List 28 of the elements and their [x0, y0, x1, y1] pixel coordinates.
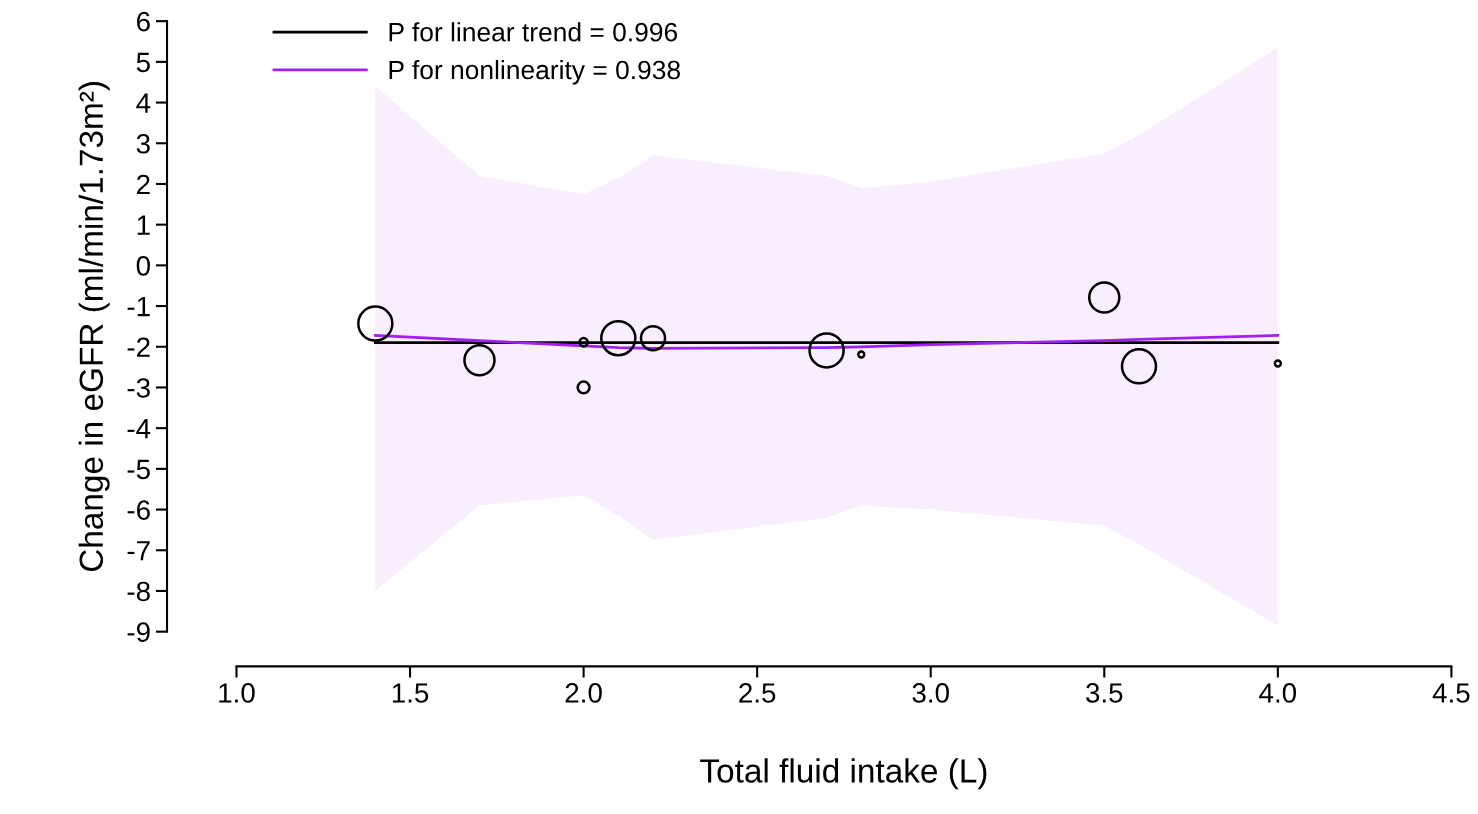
y-tick-label: -6 — [127, 500, 150, 520]
y-tick-label: -5 — [127, 459, 150, 480]
x-tick-label: 4.5 — [1432, 683, 1470, 703]
y-axis-title: Change in eGFR (ml/min/1.73m²) — [78, 82, 110, 572]
legend-label: P for linear trend = 0.996 — [389, 22, 678, 42]
y-tick-label: 4 — [136, 93, 151, 113]
x-tick-label: 2.5 — [739, 683, 776, 703]
y-tick-label: -8 — [127, 581, 150, 602]
y-tick-label: 1 — [137, 215, 150, 235]
y-tick-label: 5 — [136, 52, 150, 73]
x-tick-label: 3.5 — [1086, 683, 1123, 703]
y-tick-label: 0 — [136, 256, 150, 276]
y-tick-label: -3 — [127, 378, 150, 398]
x-axis-title: Total fluid intake (L) — [700, 758, 987, 790]
y-tick-label: -1 — [127, 297, 150, 317]
legend-label: P for nonlinearity = 0.938 — [389, 59, 680, 85]
y-tick-label: 3 — [136, 133, 150, 154]
y-tick-label: -2 — [127, 337, 150, 357]
y-tick-label: -4 — [127, 419, 151, 439]
y-tick-label: 2 — [137, 174, 150, 195]
y-tick-label: -9 — [127, 622, 150, 642]
x-tick-label: 1.0 — [219, 683, 255, 703]
x-tick-label: 2.0 — [565, 683, 602, 703]
x-tick-label: 1.5 — [392, 683, 429, 703]
y-tick-label: 6 — [137, 11, 150, 32]
x-tick-label: 3.0 — [912, 683, 949, 703]
x-tick-label: 4.0 — [1259, 683, 1297, 703]
y-tick-label: -7 — [127, 541, 150, 561]
